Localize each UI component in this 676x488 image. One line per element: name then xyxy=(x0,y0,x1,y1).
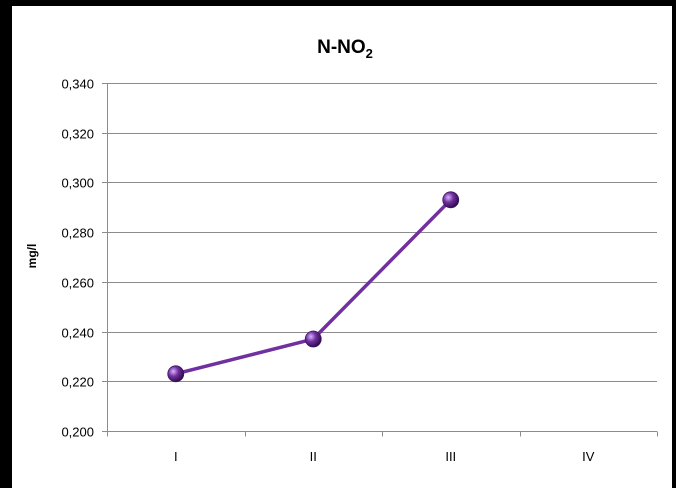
axes xyxy=(102,83,658,437)
x-tick-label: III xyxy=(445,449,456,464)
x-tick-label: I xyxy=(174,449,178,464)
y-tick-label: 0,260 xyxy=(61,276,94,291)
x-tick-labels: I II III IV xyxy=(174,449,595,464)
series xyxy=(167,191,460,383)
y-tick-label: 0,240 xyxy=(61,326,94,341)
x-tick-label: II xyxy=(310,449,317,464)
chart-title-main: N-NO xyxy=(317,37,366,58)
data-point xyxy=(442,191,460,209)
y-tick-label: 0,340 xyxy=(61,77,94,92)
data-point xyxy=(167,365,185,383)
y-axis-title: mg/l xyxy=(25,244,39,269)
y-tick-label: 0,320 xyxy=(61,127,94,142)
chart-title-subscript: 2 xyxy=(366,46,373,61)
series-line xyxy=(175,198,452,376)
data-point xyxy=(304,330,322,348)
y-tick-label: 0,300 xyxy=(61,176,94,191)
x-tick-label: IV xyxy=(582,449,595,464)
y-tick-label: 0,220 xyxy=(61,375,94,390)
gridlines xyxy=(107,83,657,382)
chart-title: N-NO2 xyxy=(317,37,373,61)
y-tick-labels: 0,200 0,220 0,240 0,260 0,280 0,300 0,320 0,340 xyxy=(61,77,94,440)
y-tick-label: 0,200 xyxy=(61,425,94,440)
y-tick-label: 0,280 xyxy=(61,226,94,241)
